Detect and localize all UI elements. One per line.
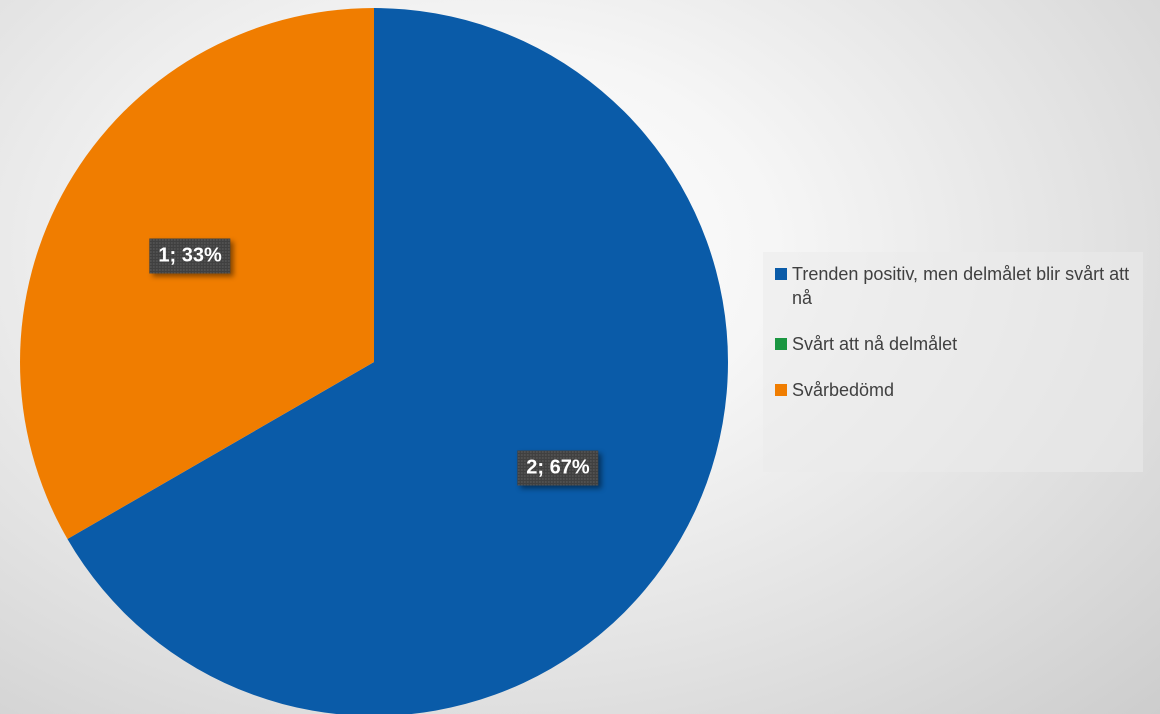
legend-label-2: Svårbedömd	[792, 380, 895, 400]
legend-label-1: Svårt att nå delmålet	[792, 334, 958, 354]
legend-swatch-1	[775, 338, 787, 350]
legend-swatch-0	[775, 268, 787, 280]
legend-swatch-2	[775, 384, 787, 396]
pie-slice-2	[20, 8, 374, 539]
pie-slice-0	[67, 8, 728, 714]
data-label-0: 2; 67%	[517, 450, 599, 486]
legend-item-1: Svårt att nå delmålet	[775, 332, 1135, 356]
legend-item-0: Trenden positiv, men delmålet blir svårt…	[775, 262, 1135, 310]
legend: Trenden positiv, men delmålet blir svårt…	[763, 252, 1143, 472]
data-label-2: 1; 33%	[149, 238, 231, 274]
legend-label-0: Trenden positiv, men delmålet blir svårt…	[792, 264, 1130, 308]
legend-item-2: Svårbedömd	[775, 378, 1135, 402]
